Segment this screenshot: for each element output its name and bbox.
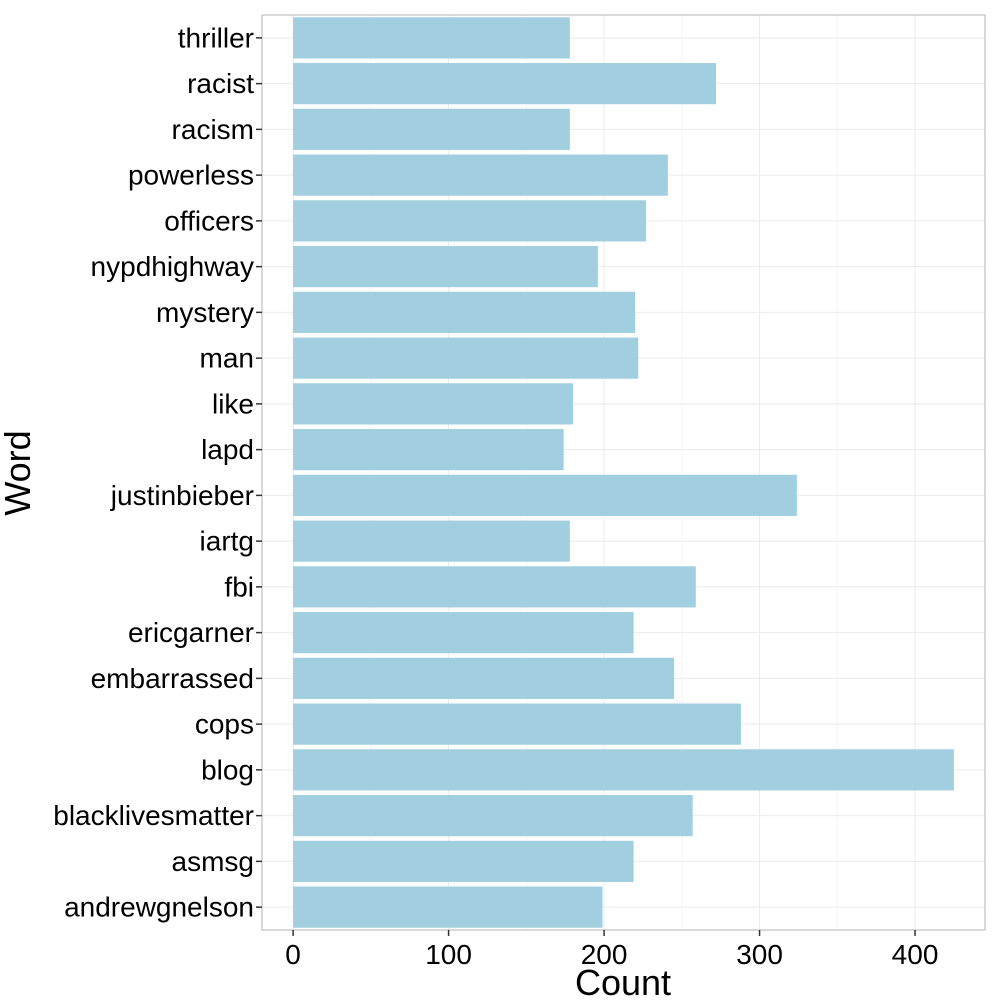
bar-blacklivesmatter xyxy=(293,795,693,837)
y-tick-label: cops xyxy=(195,709,254,740)
bar-justinbieber xyxy=(293,474,797,516)
y-tick-label: justinbieber xyxy=(110,480,254,511)
x-tick-label: 300 xyxy=(736,939,783,970)
x-axis-title: Count xyxy=(575,962,671,1000)
bar-like xyxy=(293,383,573,425)
plot-panel-border xyxy=(261,14,986,931)
y-tick-label: racism xyxy=(172,114,254,145)
bar-ericgarner xyxy=(293,612,634,654)
x-tick-label: 200 xyxy=(581,939,628,970)
y-tick-label: blacklivesmatter xyxy=(53,800,254,831)
bar-blog xyxy=(293,749,954,791)
bar-mystery xyxy=(293,291,636,333)
bar-lapd xyxy=(293,429,564,471)
y-axis-title: Word xyxy=(0,430,38,515)
bar-officers xyxy=(293,200,647,242)
y-tick-label: embarrassed xyxy=(91,663,254,694)
y-tick-label: racist xyxy=(187,68,254,99)
y-tick-label: mystery xyxy=(156,297,254,328)
y-tick-label: officers xyxy=(164,205,254,236)
y-tick-label: like xyxy=(212,388,254,419)
y-tick-label: asmsg xyxy=(172,846,254,877)
bar-andrewgnelson xyxy=(293,886,603,928)
y-tick-label: man xyxy=(200,343,254,374)
x-axis: 0 100 200 300 400 xyxy=(285,930,938,970)
bar-powerless xyxy=(293,154,668,196)
bar-racist xyxy=(293,63,717,105)
bar-nypdhighway xyxy=(293,246,598,288)
y-tick-label: thriller xyxy=(178,22,254,53)
y-tick-label: andrewgnelson xyxy=(64,892,254,923)
y-tick-label: blog xyxy=(201,754,254,785)
y-tick-label: lapd xyxy=(201,434,254,465)
y-tick-label: nypdhighway xyxy=(91,251,254,282)
bars xyxy=(293,17,954,928)
x-tick-label: 100 xyxy=(425,939,472,970)
y-tick-label: powerless xyxy=(128,160,254,191)
bar-racism xyxy=(293,108,570,150)
y-tick-label: ericgarner xyxy=(128,617,254,648)
y-tick-label: iartg xyxy=(200,526,254,557)
grid-lines xyxy=(262,15,985,930)
bar-man xyxy=(293,337,639,379)
bar-iartg xyxy=(293,520,570,562)
y-tick-label: fbi xyxy=(224,571,254,602)
x-tick-label: 0 xyxy=(285,939,301,970)
bar-asmsg xyxy=(293,840,634,882)
x-tick-label: 400 xyxy=(892,939,939,970)
bar-embarrassed xyxy=(293,657,675,699)
bar-thriller xyxy=(293,17,570,59)
y-axis: thriller racist racism powerless officers nyp… xyxy=(53,22,262,923)
bar-fbi xyxy=(293,566,696,608)
bar-cops xyxy=(293,703,741,745)
